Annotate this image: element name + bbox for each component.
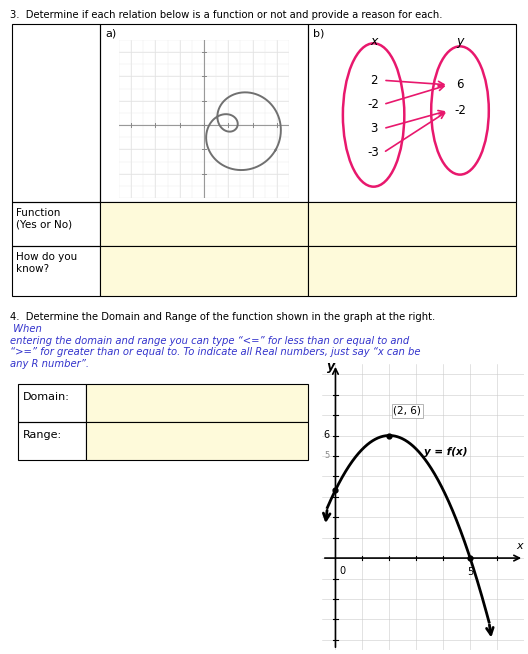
Text: Range:: Range: [23, 430, 62, 440]
Text: 2: 2 [370, 74, 378, 87]
Bar [12, 24, 100, 202]
Text: 3: 3 [370, 122, 378, 135]
Text: -3: -3 [367, 146, 380, 159]
Bar [100, 24, 308, 202]
Text: -2: -2 [454, 104, 466, 117]
Text: Domain:: Domain: [23, 392, 70, 402]
Bar [100, 202, 308, 246]
Text: y: y [456, 35, 464, 48]
Text: (2, 6): (2, 6) [393, 406, 421, 416]
Text: 6: 6 [324, 430, 329, 441]
Text: -2: -2 [367, 98, 380, 111]
Text: y: y [327, 360, 335, 373]
Text: 5: 5 [324, 451, 329, 460]
Bar [18, 384, 86, 422]
Text: x: x [516, 541, 523, 551]
Bar [12, 246, 100, 296]
Text: 4.  Determine the Domain and Range of the function shown in the graph at the rig: 4. Determine the Domain and Range of the… [10, 312, 435, 322]
Text: x: x [370, 35, 378, 48]
Bar [12, 202, 100, 246]
Text: 5: 5 [467, 567, 473, 577]
Text: 0: 0 [340, 566, 346, 576]
Text: When
entering the domain and range you can type “<=” for less than or equal to a: When entering the domain and range you c… [10, 324, 420, 369]
Text: y = f(x): y = f(x) [425, 447, 468, 457]
Bar [18, 422, 86, 460]
Text: Function
(Yes or No): Function (Yes or No) [16, 208, 72, 230]
Text: How do you
know?: How do you know? [16, 252, 77, 273]
Bar [86, 422, 308, 460]
Bar [308, 202, 516, 246]
Text: 3.  Determine if each relation below is a function or not and provide a reason f: 3. Determine if each relation below is a… [10, 10, 442, 20]
Bar [308, 24, 516, 202]
Text: 6: 6 [456, 78, 464, 92]
Text: b): b) [313, 29, 324, 39]
Text: a): a) [105, 29, 116, 39]
Bar [308, 246, 516, 296]
Bar [86, 384, 308, 422]
Bar [100, 246, 308, 296]
